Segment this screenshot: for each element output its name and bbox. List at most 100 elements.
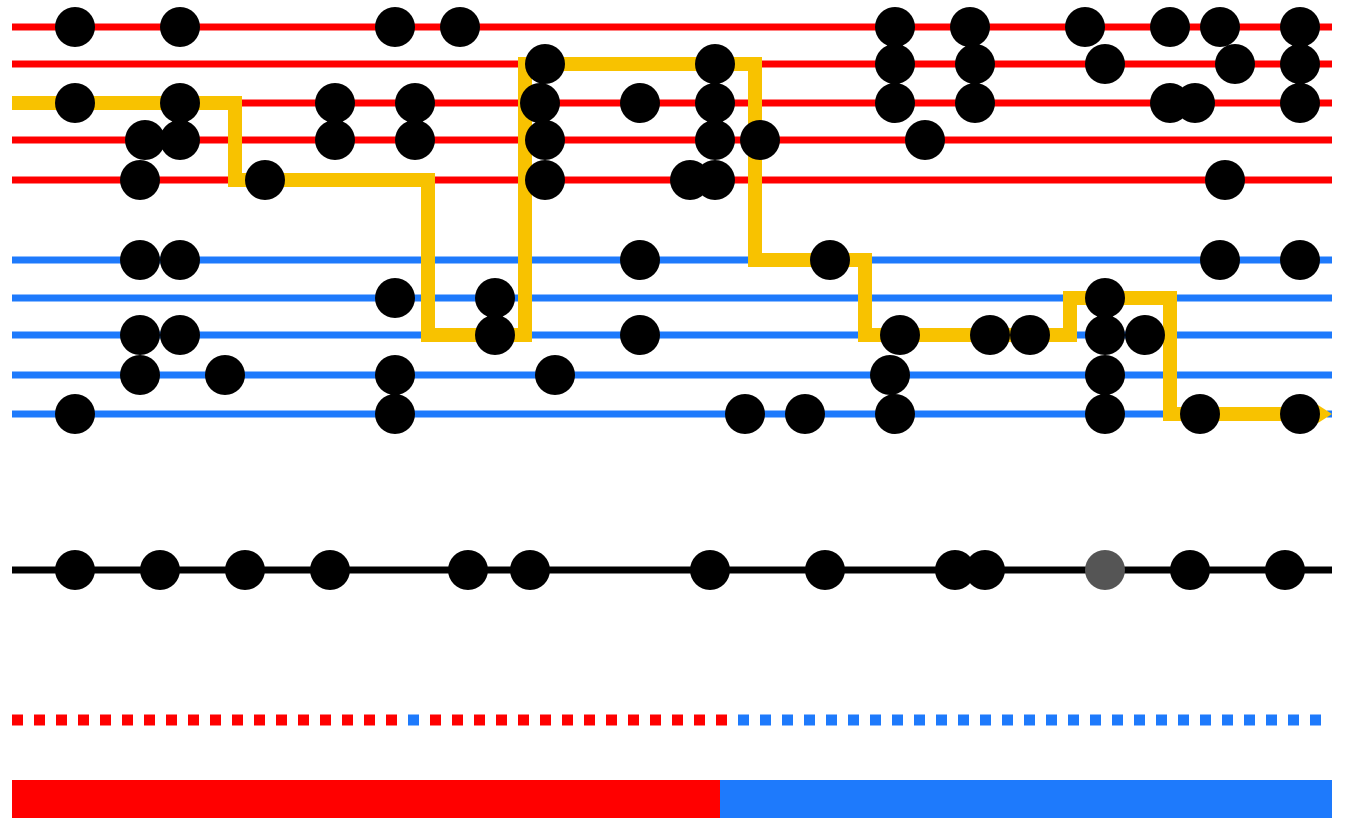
dash-square-18 bbox=[408, 715, 419, 726]
dash-square-21 bbox=[474, 715, 485, 726]
track-dot-b1-3 bbox=[810, 240, 850, 280]
dash-square-28 bbox=[628, 715, 639, 726]
track-dot-b5-3 bbox=[785, 394, 825, 434]
timeline-dot-0 bbox=[55, 550, 95, 590]
track-dot-r2-1 bbox=[695, 44, 735, 84]
dash-square-27 bbox=[606, 715, 617, 726]
track-dot-r1-9 bbox=[1280, 7, 1320, 47]
track-dot-r4-7 bbox=[905, 120, 945, 160]
track-dot-b3-7 bbox=[1085, 315, 1125, 355]
timeline-dot-4 bbox=[448, 550, 488, 590]
track-dot-b5-7 bbox=[1280, 394, 1320, 434]
dash-square-57 bbox=[1266, 715, 1277, 726]
track-dot-b1-4 bbox=[1200, 240, 1240, 280]
dash-square-44 bbox=[980, 715, 991, 726]
dash-square-43 bbox=[958, 715, 969, 726]
track-dot-b3-6 bbox=[1010, 315, 1050, 355]
solid-bar-segment-0 bbox=[12, 780, 720, 818]
dash-square-58 bbox=[1288, 715, 1299, 726]
track-dot-r1-1 bbox=[160, 7, 200, 47]
track-dot-b4-3 bbox=[535, 355, 575, 395]
track-dot-b1-1 bbox=[160, 240, 200, 280]
track-dot-r1-3 bbox=[440, 7, 480, 47]
timeline-dot-7 bbox=[805, 550, 845, 590]
dash-square-51 bbox=[1134, 715, 1145, 726]
dash-square-5 bbox=[122, 715, 133, 726]
timeline-dot-5 bbox=[510, 550, 550, 590]
track-dot-r3-10 bbox=[1175, 83, 1215, 123]
dash-square-23 bbox=[518, 715, 529, 726]
track-dot-b1-5 bbox=[1280, 240, 1320, 280]
dash-square-33 bbox=[738, 715, 749, 726]
track-dot-r1-7 bbox=[1150, 7, 1190, 47]
track-dot-b3-4 bbox=[880, 315, 920, 355]
dash-square-11 bbox=[254, 715, 265, 726]
dash-square-24 bbox=[540, 715, 551, 726]
track-dot-r3-5 bbox=[620, 83, 660, 123]
track-dot-r5-4 bbox=[695, 160, 735, 200]
timeline-dot-2 bbox=[225, 550, 265, 590]
track-dot-b3-0 bbox=[120, 315, 160, 355]
track-dot-r3-4 bbox=[520, 83, 560, 123]
dash-square-3 bbox=[78, 715, 89, 726]
dash-square-22 bbox=[496, 715, 507, 726]
track-dot-b2-2 bbox=[1085, 278, 1125, 318]
dash-square-15 bbox=[342, 715, 353, 726]
dash-square-32 bbox=[716, 715, 727, 726]
dash-square-53 bbox=[1178, 715, 1189, 726]
track-dot-r4-2 bbox=[315, 120, 355, 160]
dash-square-59 bbox=[1310, 715, 1321, 726]
dash-square-42 bbox=[936, 715, 947, 726]
track-dot-r3-11 bbox=[1280, 83, 1320, 123]
timeline-dot-12 bbox=[1265, 550, 1305, 590]
dash-square-1 bbox=[34, 715, 45, 726]
recombination-diagram bbox=[0, 0, 1345, 830]
timeline-dot-6 bbox=[690, 550, 730, 590]
track-dot-r3-8 bbox=[955, 83, 995, 123]
track-dot-b5-1 bbox=[375, 394, 415, 434]
dash-square-56 bbox=[1244, 715, 1255, 726]
track-dot-r3-1 bbox=[160, 83, 200, 123]
dash-square-10 bbox=[232, 715, 243, 726]
track-dot-r5-1 bbox=[245, 160, 285, 200]
dash-square-52 bbox=[1156, 715, 1167, 726]
timeline-dot-3 bbox=[310, 550, 350, 590]
track-dot-b4-5 bbox=[1085, 355, 1125, 395]
track-dot-b3-2 bbox=[475, 315, 515, 355]
solid-bar-group bbox=[12, 780, 1332, 818]
track-dot-r3-7 bbox=[875, 83, 915, 123]
track-dot-b5-2 bbox=[725, 394, 765, 434]
track-dot-r3-2 bbox=[315, 83, 355, 123]
dash-square-35 bbox=[782, 715, 793, 726]
dash-square-17 bbox=[386, 715, 397, 726]
dash-square-16 bbox=[364, 715, 375, 726]
track-dot-r1-0 bbox=[55, 7, 95, 47]
dash-square-7 bbox=[166, 715, 177, 726]
track-dot-r2-3 bbox=[955, 44, 995, 84]
track-dot-r5-5 bbox=[1205, 160, 1245, 200]
track-dot-b5-5 bbox=[1085, 394, 1125, 434]
dash-square-29 bbox=[650, 715, 661, 726]
track-dot-r3-0 bbox=[55, 83, 95, 123]
dash-square-48 bbox=[1068, 715, 1079, 726]
track-dot-b4-1 bbox=[205, 355, 245, 395]
dash-square-13 bbox=[298, 715, 309, 726]
dash-square-20 bbox=[452, 715, 463, 726]
dash-square-30 bbox=[672, 715, 683, 726]
dash-square-36 bbox=[804, 715, 815, 726]
dash-square-31 bbox=[694, 715, 705, 726]
track-dot-r2-5 bbox=[1215, 44, 1255, 84]
track-dot-r4-1 bbox=[160, 120, 200, 160]
dash-square-9 bbox=[210, 715, 221, 726]
track-dot-r2-6 bbox=[1280, 44, 1320, 84]
dash-square-41 bbox=[914, 715, 925, 726]
solid-bar-segment-1 bbox=[720, 780, 1332, 818]
track-dot-r1-6 bbox=[1065, 7, 1105, 47]
dash-square-50 bbox=[1112, 715, 1123, 726]
dash-square-26 bbox=[584, 715, 595, 726]
track-dot-b5-4 bbox=[875, 394, 915, 434]
track-dot-r2-0 bbox=[525, 44, 565, 84]
track-dot-r1-5 bbox=[950, 7, 990, 47]
dash-square-47 bbox=[1046, 715, 1057, 726]
dash-square-14 bbox=[320, 715, 331, 726]
